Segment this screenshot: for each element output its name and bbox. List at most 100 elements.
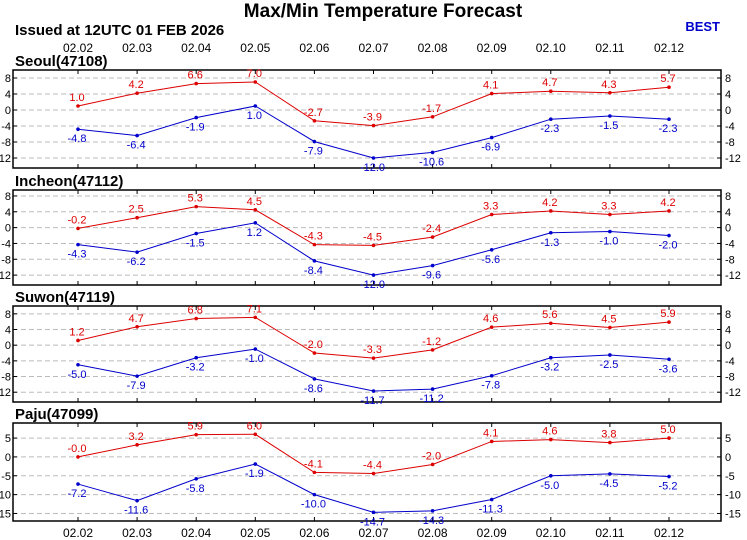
min-temp-point <box>430 387 435 391</box>
max-temp-point <box>194 204 198 209</box>
min-temp-label: -5.8 <box>186 483 205 495</box>
min-temp-point <box>312 139 317 144</box>
max-temp-label: 4.5 <box>601 314 616 326</box>
y-tick-label-right: 4 <box>725 89 731 101</box>
max-temp-point <box>371 243 376 248</box>
min-temp-label: -6.9 <box>481 142 500 154</box>
max-temp-label: 4.2 <box>128 79 143 91</box>
min-temp-point <box>135 250 139 254</box>
max-temp-label: 6.0 <box>247 420 262 432</box>
max-temp-label: 4.2 <box>542 197 557 209</box>
min-temp-label: -11.6 <box>124 505 148 517</box>
max-temp-label: 7.1 <box>247 303 262 315</box>
max-temp-label: -4.3 <box>304 231 323 243</box>
min-temp-label: -10.0 <box>301 499 326 511</box>
top-date-labels: 02.02 02.03 02.04 02.05 02.06 02.07 02.08 02.09… <box>63 41 684 55</box>
min-temp-point <box>667 357 671 362</box>
max-temp-label: -1.2 <box>422 336 441 348</box>
max-temp-point <box>489 91 494 96</box>
y-tick-label-left: 8 <box>5 309 11 321</box>
min-temp-point <box>430 150 435 155</box>
bottom-date-label: 02.11 <box>595 526 624 540</box>
min-temp-label: -7.9 <box>127 380 146 392</box>
y-tick-label-left: 0 <box>5 452 11 464</box>
min-temp-point <box>549 355 553 360</box>
min-temp-label: -5.2 <box>659 481 678 493</box>
min-temp-point <box>549 230 553 235</box>
min-temp-label: -3.6 <box>659 363 678 375</box>
min-temp-label: -7.2 <box>68 488 87 500</box>
min-temp-label: 1.0 <box>247 110 262 122</box>
y-tick-label-right: -8 <box>725 137 735 149</box>
max-temp-label: -2.0 <box>304 339 323 351</box>
max-temp-point <box>667 320 671 324</box>
station-label: Paju(47099) <box>15 406 98 423</box>
max-temp-point <box>312 470 317 475</box>
min-temp-label: -7.8 <box>481 380 500 392</box>
min-temp-label: -1.0 <box>599 236 618 248</box>
min-temp-point <box>312 492 317 497</box>
panel-suwon: Suwon(47119) 8 8 4 4 0 0 -4 -4 -8 -8 -12 -12 1.2 4.7 6.… <box>0 289 741 407</box>
y-tick-label-left: -8 <box>1 254 11 266</box>
max-temp-label: 4.7 <box>542 77 557 89</box>
max-temp-point <box>608 440 612 445</box>
bottom-date-label: 02.10 <box>536 526 566 540</box>
max-temp-label: 3.3 <box>483 201 498 213</box>
min-temp-point <box>667 117 671 121</box>
y-tick-label-left: -5 <box>1 471 11 483</box>
max-temp-label: 4.6 <box>542 426 557 438</box>
min-temp-label: -7.9 <box>304 146 323 158</box>
min-temp-label: -11.2 <box>419 393 443 405</box>
min-temp-point <box>253 462 258 466</box>
max-temp-point <box>608 325 612 330</box>
max-temp-point <box>371 356 376 360</box>
min-temp-label: -5.6 <box>481 254 500 266</box>
min-temp-label: -1.3 <box>540 237 559 249</box>
y-tick-label-left: 5 <box>5 433 11 445</box>
max-temp-label: 4.7 <box>128 313 143 325</box>
min-temp-label: -14.7 <box>360 516 385 528</box>
min-temp-label: -2.3 <box>659 123 678 135</box>
max-temp-point <box>667 209 671 213</box>
bottom-date-label: 02.03 <box>122 526 152 540</box>
station-label: Incheon(47112) <box>15 173 123 190</box>
y-tick-label-left: -15 <box>0 508 11 520</box>
min-temp-point <box>489 373 494 378</box>
min-temp-point <box>194 231 198 236</box>
y-tick-label-left: 4 <box>5 89 11 101</box>
max-temp-label: 5.6 <box>542 309 557 321</box>
max-temp-point <box>489 325 494 329</box>
max-temp-label: 1.2 <box>69 326 84 338</box>
min-temp-point <box>76 362 80 367</box>
max-temp-point <box>549 437 553 442</box>
min-temp-label: -8.4 <box>304 265 323 277</box>
max-temp-point <box>253 80 258 84</box>
max-temp-point <box>549 321 553 326</box>
min-temp-point <box>489 497 494 502</box>
max-temp-point <box>135 443 139 447</box>
issued-label: Issued at 12UTC 01 FEB 2026 <box>15 22 224 39</box>
y-tick-label-right: 0 <box>725 105 731 117</box>
y-tick-label-right: -8 <box>725 254 735 266</box>
min-temp-point <box>371 156 376 160</box>
max-temp-label: 5.9 <box>188 421 203 433</box>
min-temp-label: -1.0 <box>245 353 264 365</box>
min-temp-point <box>549 117 553 121</box>
max-temp-label: 5.9 <box>660 308 675 320</box>
max-temp-label: 6.8 <box>188 305 203 317</box>
y-tick-label-right: -15 <box>725 508 741 520</box>
max-temp-point <box>194 81 198 86</box>
max-temp-point <box>312 351 317 355</box>
panel-frame <box>12 69 722 169</box>
min-temp-label: -5.0 <box>540 480 559 492</box>
max-temp-label: -4.5 <box>363 231 382 243</box>
max-temp-point <box>489 212 494 217</box>
y-tick-label-right: 0 <box>725 452 731 464</box>
min-temp-point <box>608 229 612 234</box>
min-temp-label: -4.5 <box>599 478 618 490</box>
min-temp-point <box>371 510 376 515</box>
max-temp-point <box>135 324 139 329</box>
max-temp-label: -2.7 <box>304 107 323 119</box>
min-temp-point <box>608 114 612 118</box>
y-tick-label-right: -4 <box>725 238 735 250</box>
